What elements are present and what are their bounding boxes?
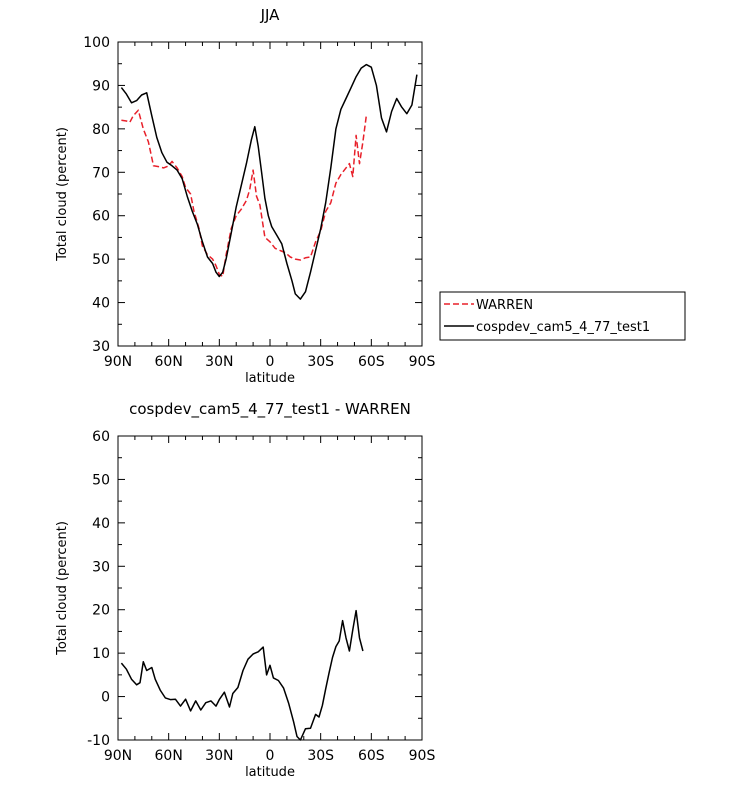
x-axis-label: latitude [245, 371, 295, 386]
y-tick-label: 50 [92, 252, 110, 268]
x-tick-label: 90S [409, 748, 436, 764]
chart-title: cospdev_cam5_4_77_test1 - WARREN [129, 400, 411, 419]
y-tick-label: -10 [87, 733, 110, 749]
legend-entry-label: WARREN [476, 298, 533, 313]
y-tick-label: 30 [92, 339, 110, 355]
series-line-difference [120, 609, 364, 741]
x-tick-label: 30S [307, 354, 334, 370]
y-tick-label: 0 [101, 690, 110, 706]
x-tick-label: 60N [155, 354, 183, 370]
y-tick-label: 60 [92, 209, 110, 225]
y-tick-label: 40 [92, 296, 110, 312]
x-axis-label: latitude [245, 765, 295, 780]
x-tick-label: 60S [358, 354, 385, 370]
x-tick-label: 90N [104, 354, 132, 370]
series-line-warren [121, 109, 368, 278]
x-tick-label: 60S [358, 748, 385, 764]
x-tick-label: 30N [205, 354, 233, 370]
chart-panel-top: JJA 90N 60N 30N 0 30S 60S 90S 30 40 50 60 70 80 90 100 l… [55, 6, 435, 386]
chart-title: JJA [260, 6, 281, 24]
chart-panel-bottom: cospdev_cam5_4_77_test1 - WARREN 90N 60N 30… [55, 400, 435, 780]
y-axis-label: Total cloud (percent) [55, 521, 70, 656]
legend: WARREN cospdev_cam5_4_77_test1 [439, 291, 686, 341]
y-tick-label: 50 [92, 472, 110, 488]
x-tick-label: 0 [266, 354, 275, 370]
y-tick-label: 20 [92, 603, 110, 619]
x-tick-label: 60N [155, 748, 183, 764]
legend-entry-label: cospdev_cam5_4_77_test1 [476, 320, 650, 335]
y-tick-label: 100 [83, 35, 110, 51]
y-tick-label: 30 [92, 559, 110, 575]
x-tick-label: 30N [205, 748, 233, 764]
x-tick-label: 30S [307, 748, 334, 764]
y-tick-label: 70 [92, 165, 110, 181]
y-tick-label: 10 [92, 646, 110, 662]
y-tick-label: 40 [92, 516, 110, 532]
y-tick-label: 90 [92, 78, 110, 94]
x-tick-label: 90N [104, 748, 132, 764]
y-tick-label: 60 [92, 429, 110, 445]
x-tick-label: 0 [266, 748, 275, 764]
x-tick-label: 90S [409, 354, 436, 370]
legend-box [439, 291, 686, 341]
y-tick-label: 80 [92, 122, 110, 138]
y-axis-label: Total cloud (percent) [55, 127, 70, 262]
series-line-cospdev-cam5-4-77-test1 [120, 63, 418, 300]
